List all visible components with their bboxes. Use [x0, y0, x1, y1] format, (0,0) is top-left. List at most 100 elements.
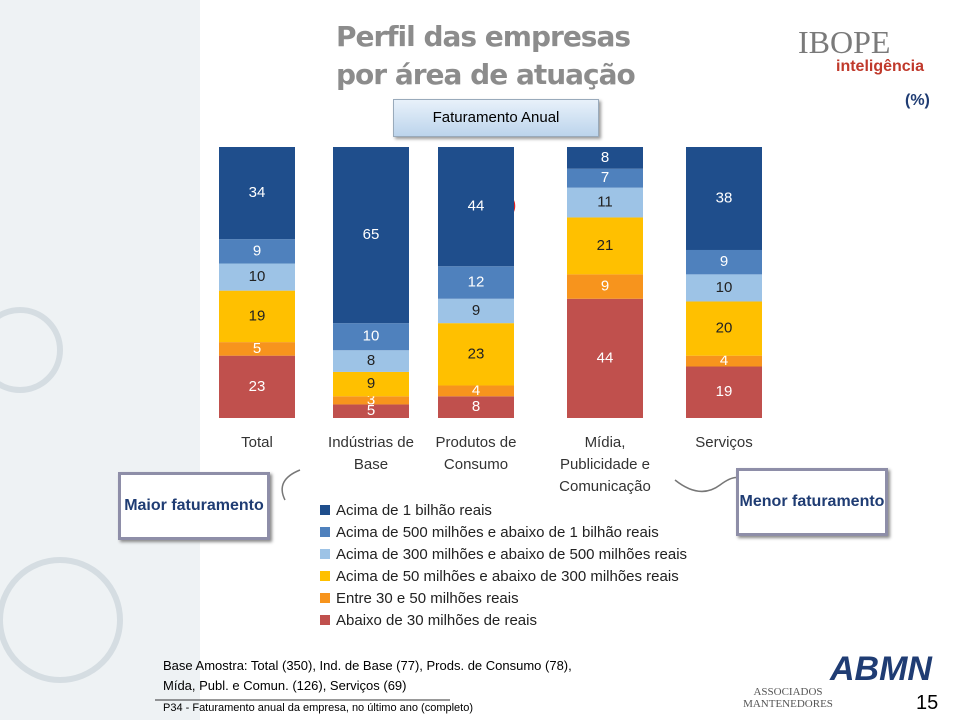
category-label: Mídia, Publicidade e Comunicação [559, 434, 651, 495]
bar-segment [686, 355, 762, 367]
bar-segment [219, 342, 295, 356]
bar-segment [438, 266, 514, 299]
bar-segment [567, 298, 643, 418]
bar-segment [567, 147, 643, 169]
value-label: 8 [472, 398, 480, 415]
value-label: 23 [468, 345, 485, 362]
bar-segment [219, 263, 295, 291]
value-label: 19 [716, 383, 733, 400]
bar-segment [438, 396, 514, 418]
legend-item: Acima de 500 milhões e abaixo de 1 bilhã… [320, 522, 687, 544]
bar-segment [438, 147, 514, 267]
value-label: 34 [249, 184, 266, 201]
legend-label: Abaixo de 30 milhões de reais [336, 612, 537, 629]
value-label: 44 [597, 349, 614, 366]
legend: Acima de 1 bilhão reais Acima de 500 milh… [320, 500, 687, 632]
legend-swatch [320, 527, 330, 537]
value-label: 12 [468, 273, 485, 290]
value-label: 10 [249, 268, 266, 285]
legend-item: Acima de 1 bilhão reais [320, 500, 687, 522]
value-label: 8 [601, 149, 609, 166]
legend-swatch [320, 593, 330, 603]
arrow [674, 476, 746, 493]
assoc: ASSOCIADOS MANTENEDORES [743, 686, 833, 710]
value-label: 7 [601, 169, 609, 186]
value-label: 4 [720, 352, 728, 369]
bar-segment [567, 187, 643, 218]
value-label: 44 [468, 198, 485, 215]
bar-segment [219, 147, 295, 240]
abmn: ABMN [830, 650, 932, 688]
value-label: 38 [716, 189, 733, 206]
bar-segment [333, 323, 409, 351]
value-label: 3 [367, 391, 375, 408]
title: Perfil das empresas por área de atuação [336, 18, 636, 94]
title-line: Perfil das empresas [336, 20, 631, 53]
legend-label: Entre 30 e 50 milhões reais [336, 590, 519, 607]
category-label: Produtos de Consumo [435, 434, 517, 473]
bar-segment [686, 274, 762, 302]
bar-segment [567, 168, 643, 188]
bar-segment [438, 298, 514, 324]
bar-segment [438, 385, 514, 397]
value-label: 9 [367, 375, 375, 392]
bar-segment [686, 301, 762, 356]
legend-label: Acima de 1 bilhão reais [336, 502, 492, 519]
bar-segment [333, 147, 409, 324]
bar-segment [567, 274, 643, 299]
value-label: 11 [597, 194, 613, 211]
legend-item: Abaixo de 30 milhões de reais [320, 610, 687, 632]
legend-label: Acima de 500 milhões e abaixo de 1 bilhã… [336, 524, 659, 541]
value-label: 9 [253, 242, 261, 259]
value-label: 65 [363, 226, 380, 243]
arrow [281, 469, 301, 501]
value-label: 5 [253, 340, 261, 357]
legend-swatch [320, 615, 330, 625]
target [0, 307, 63, 393]
chart: 2351910934539810658423912444492111781942… [219, 147, 762, 419]
bar-segment [333, 350, 409, 372]
legend-item: Entre 30 e 50 milhões reais [320, 588, 687, 610]
value-label: 4 [472, 382, 480, 399]
side-bg [0, 0, 200, 720]
category-label: Serviços [695, 434, 753, 451]
bar-segment [219, 239, 295, 264]
value-label: 20 [716, 320, 733, 337]
subtitle: Faturamento Anual [393, 99, 599, 137]
bar-segment [219, 355, 295, 418]
bar-segment [686, 249, 762, 275]
annotation: Maior faturamento [118, 472, 270, 540]
bar-segment [333, 371, 409, 397]
value-label: 8 [367, 352, 375, 369]
annotation: Menor faturamento [736, 468, 888, 536]
legend-swatch [320, 505, 330, 515]
legend-label: Acima de 50 milhões e abaixo de 300 milh… [336, 568, 679, 585]
logo-sub: inteligência [836, 58, 925, 75]
value-label: 21 [597, 237, 614, 254]
legend-label: Acima de 300 milhões e abaixo de 500 mil… [336, 546, 688, 563]
value-label: 9 [601, 278, 609, 295]
category-label: Indústrias de Base [328, 434, 414, 473]
bar-segment [219, 290, 295, 343]
legend-item: Acima de 300 milhões e abaixo de 500 mil… [320, 544, 687, 566]
bar-segment [686, 147, 762, 250]
value-label: 9 [720, 253, 728, 270]
value-label: 10 [363, 328, 380, 345]
value-label: 5 [367, 402, 375, 419]
legend-swatch [320, 571, 330, 581]
bar-segment [438, 323, 514, 386]
title-line: por área de atuação [336, 58, 636, 91]
target [0, 557, 123, 683]
value-label: 19 [249, 307, 266, 324]
bar-segment [686, 366, 762, 418]
legend-swatch [320, 549, 330, 559]
legend-item: Acima de 50 milhões e abaixo de 300 milh… [320, 566, 687, 588]
value-label: 9 [472, 302, 480, 319]
value-label: 23 [249, 378, 266, 395]
category-label: Total [241, 434, 273, 451]
unit: (%) [905, 92, 930, 109]
bar-segment [333, 396, 409, 405]
value-label: 10 [716, 279, 733, 296]
